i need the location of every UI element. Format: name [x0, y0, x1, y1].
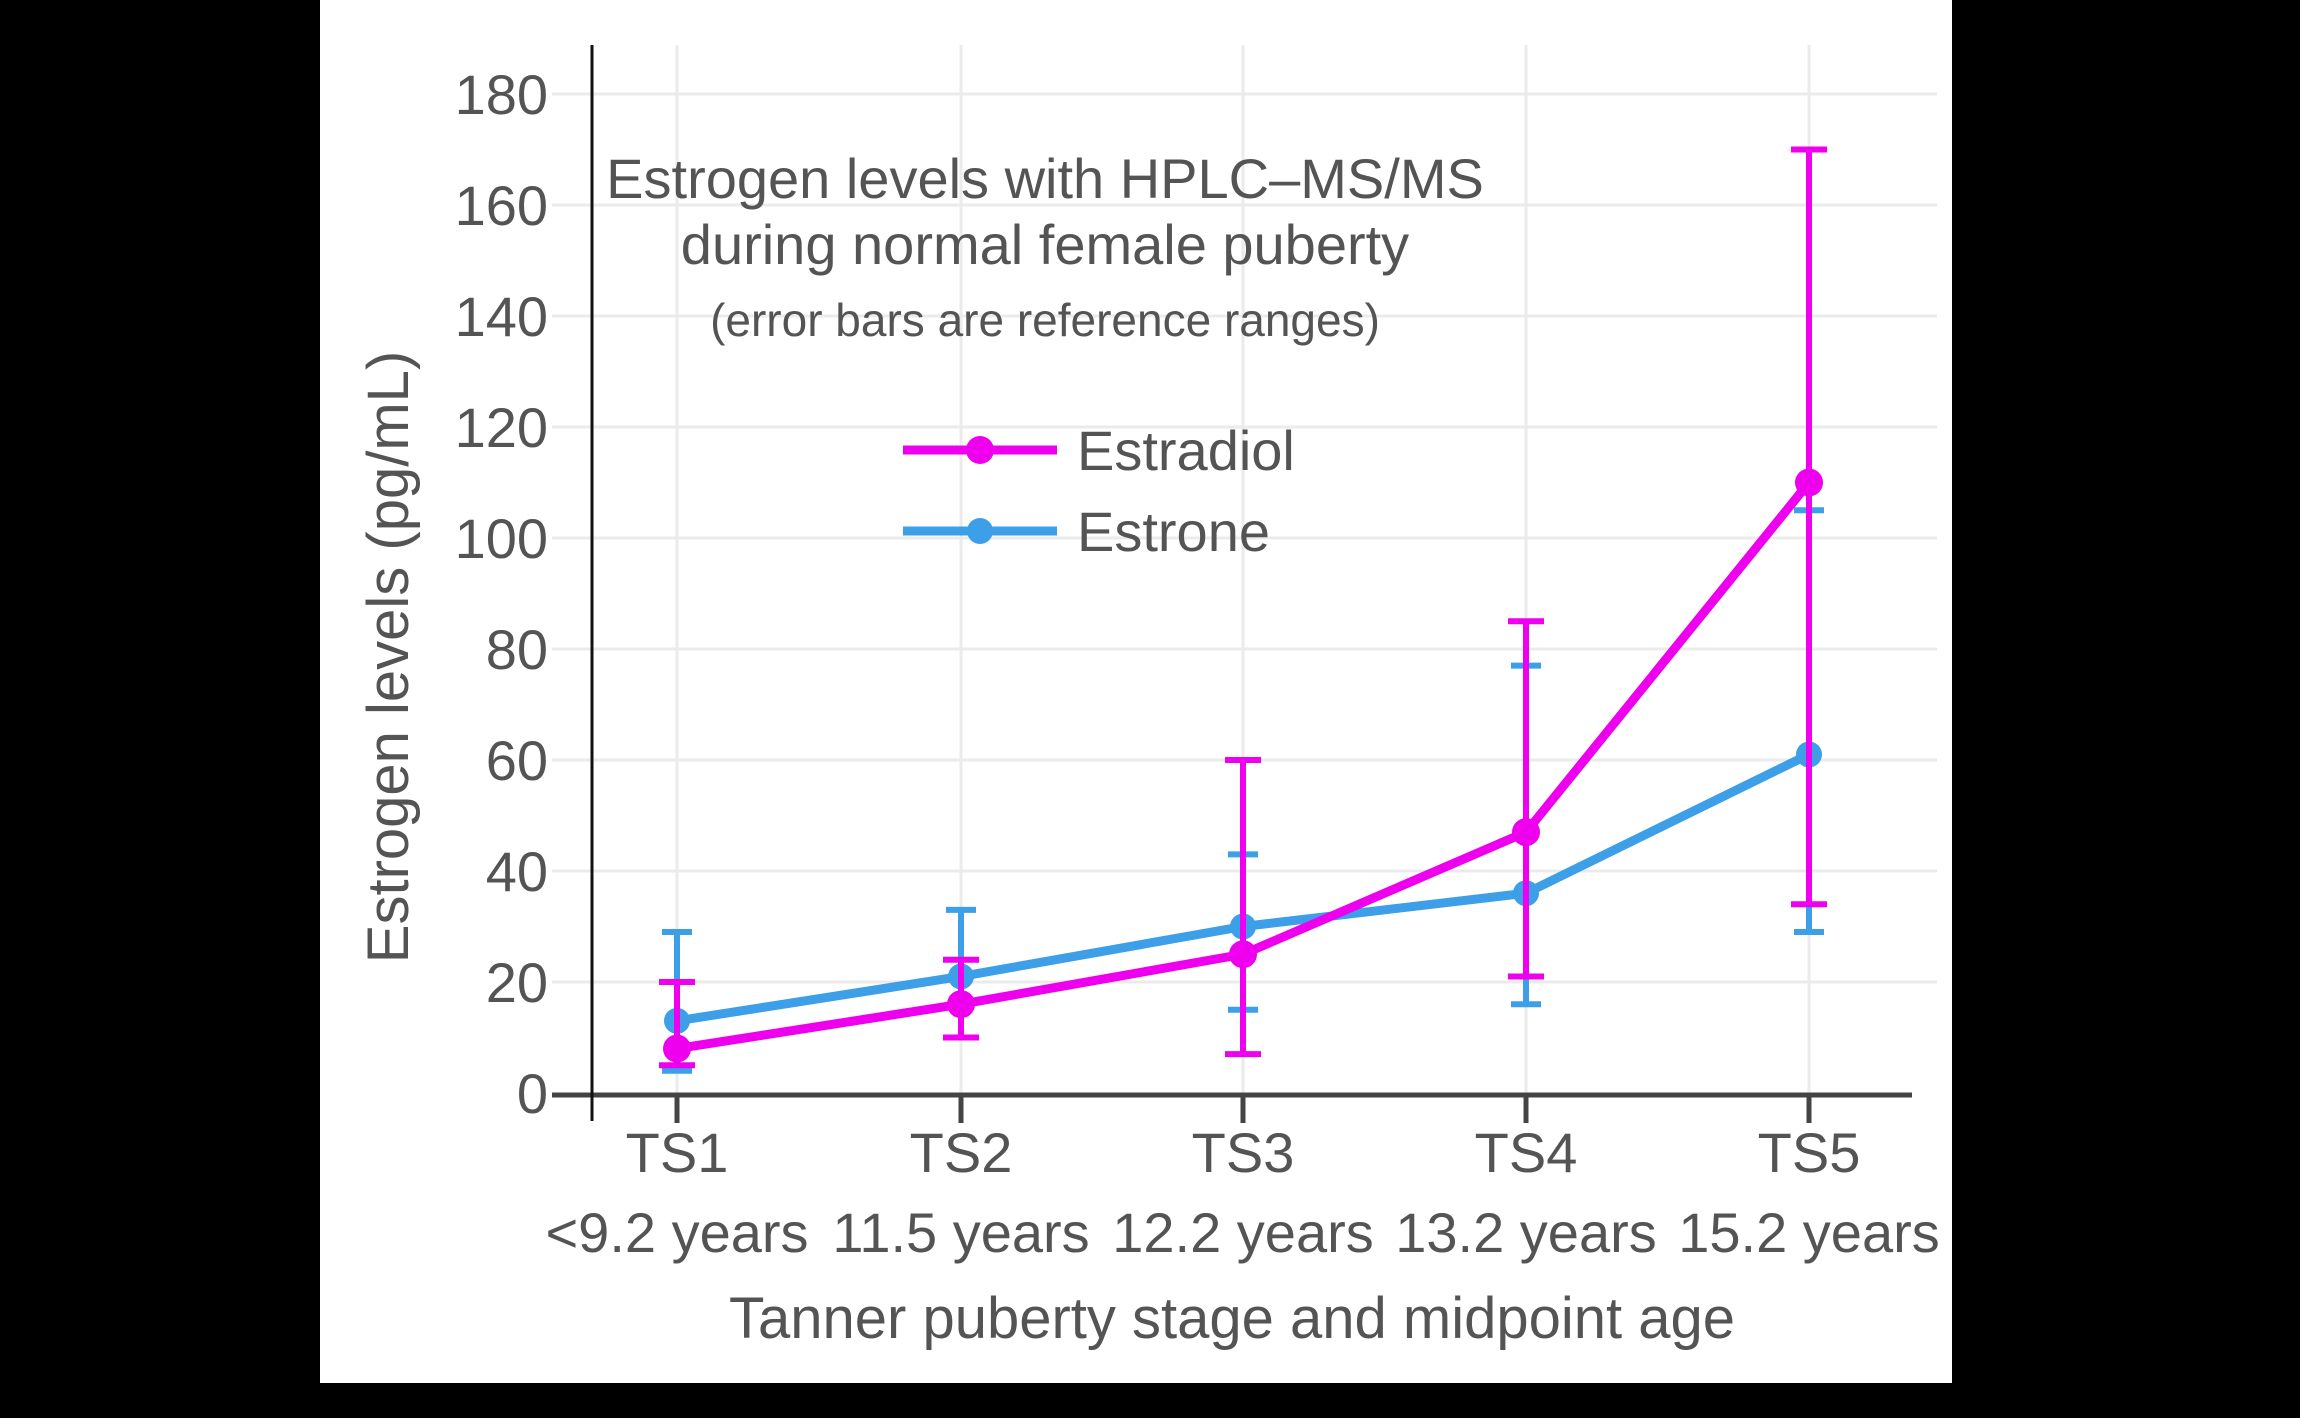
data-point-estradiol-TS3 — [1229, 940, 1257, 969]
series-layer — [659, 146, 1827, 1074]
legend-item-estradiol[interactable]: Estradiol — [903, 419, 1295, 482]
x-age-label-TS1: <9.2 years — [545, 1201, 808, 1264]
x-category-label-TS4: TS4 — [1475, 1121, 1578, 1184]
y-tick-label-120: 120 — [455, 396, 548, 459]
chart-title-line2: during normal female puberty — [681, 213, 1409, 276]
y-tick-label-140: 140 — [455, 285, 548, 348]
legend: Estradiol Estrone — [903, 419, 1295, 563]
y-tick-label-160: 160 — [455, 174, 548, 237]
chart-subtitle: (error bars are reference ranges) — [710, 294, 1380, 346]
tick-label-layer: 0 20 40 60 80 100 120 140 160 180 TS1 <9.2 years TS2… — [455, 63, 1940, 1264]
y-tick-label-0: 0 — [517, 1062, 548, 1125]
error-bar-estradiol-TS4 — [1508, 618, 1544, 980]
legend-swatch-marker-estradiol — [966, 436, 994, 464]
x-axis-title: Tanner puberty stage and midpoint age — [729, 1286, 1735, 1351]
grid-layer — [552, 45, 1937, 1095]
data-point-estradiol-TS5 — [1795, 468, 1823, 497]
series-estradiol — [659, 146, 1827, 1069]
x-age-label-TS2: 11.5 years — [832, 1201, 1089, 1264]
y-tick-label-100: 100 — [455, 507, 548, 570]
data-point-estradiol-TS4 — [1512, 818, 1540, 847]
x-age-label-TS5: 15.2 years — [1678, 1201, 1940, 1264]
x-category-label-TS2: TS2 — [910, 1121, 1013, 1184]
y-tick-label-180: 180 — [455, 63, 548, 126]
x-category-label-TS3: TS3 — [1192, 1121, 1295, 1184]
x-age-label-TS4: 13.2 years — [1395, 1201, 1657, 1264]
y-axis-title: Estrogen levels (pg/mL) — [356, 351, 421, 963]
x-age-label-TS3: 12.2 years — [1112, 1201, 1374, 1264]
data-point-estradiol-TS2 — [947, 990, 975, 1019]
y-tick-label-80: 80 — [486, 618, 548, 681]
legend-item-estrone[interactable]: Estrone — [903, 500, 1270, 563]
y-tick-label-60: 60 — [486, 729, 548, 792]
error-bar-estradiol-TS5 — [1791, 146, 1827, 908]
error-bar-estradiol-TS3 — [1225, 757, 1261, 1058]
axis-layer — [552, 45, 1912, 1123]
y-tick-label-20: 20 — [486, 951, 548, 1014]
x-category-label-TS1: TS1 — [626, 1121, 729, 1184]
x-category-label-TS5: TS5 — [1758, 1121, 1861, 1184]
legend-label-estrone: Estrone — [1077, 500, 1270, 563]
y-tick-label-40: 40 — [486, 840, 548, 903]
data-point-estradiol-TS1 — [663, 1034, 691, 1063]
legend-swatch-marker-estrone — [967, 518, 993, 544]
legend-label-estradiol: Estradiol — [1077, 419, 1295, 482]
chart-title-line1: Estrogen levels with HPLC–MS/MS — [606, 147, 1484, 210]
